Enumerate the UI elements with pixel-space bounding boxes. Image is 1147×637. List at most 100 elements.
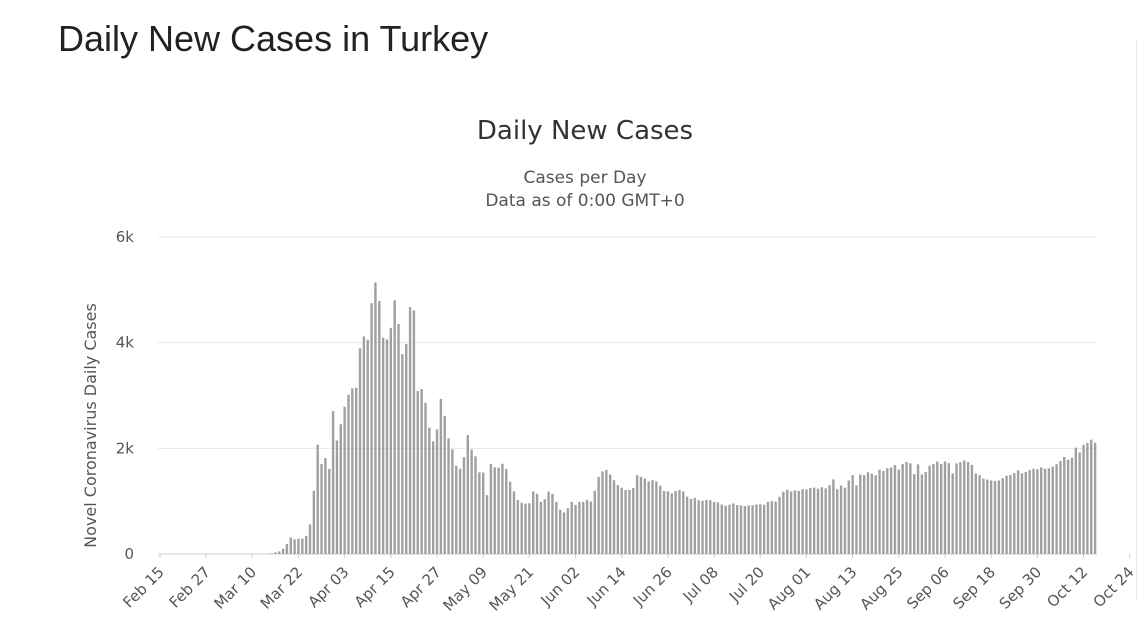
bar[interactable] <box>501 463 504 554</box>
bar[interactable] <box>347 394 350 554</box>
bar[interactable] <box>762 504 766 554</box>
bar[interactable] <box>747 505 750 555</box>
bar[interactable] <box>547 491 550 554</box>
bar[interactable] <box>793 490 797 554</box>
bar[interactable] <box>455 465 458 554</box>
bar[interactable] <box>728 504 731 554</box>
bar[interactable] <box>986 479 989 555</box>
bar[interactable] <box>439 398 443 554</box>
bar[interactable] <box>697 500 700 554</box>
bar[interactable] <box>297 538 300 554</box>
bar[interactable] <box>497 467 500 554</box>
bar[interactable] <box>1016 470 1020 554</box>
bar[interactable] <box>397 324 400 554</box>
bar[interactable] <box>966 461 970 554</box>
bar[interactable] <box>366 339 369 554</box>
bar[interactable] <box>528 503 531 554</box>
bar[interactable] <box>778 496 781 554</box>
bar[interactable] <box>512 491 516 554</box>
bar[interactable] <box>932 464 935 554</box>
bar[interactable] <box>913 474 916 554</box>
bar[interactable] <box>458 468 462 554</box>
bar[interactable] <box>281 548 285 554</box>
bar[interactable] <box>751 505 754 554</box>
bar[interactable] <box>289 537 292 554</box>
bar[interactable] <box>381 337 385 554</box>
bar[interactable] <box>481 472 485 554</box>
bar[interactable] <box>612 480 616 554</box>
bar[interactable] <box>285 543 289 554</box>
bar[interactable] <box>701 500 704 554</box>
bar[interactable] <box>689 499 693 554</box>
bar[interactable] <box>585 499 589 554</box>
bar[interactable] <box>1090 439 1093 554</box>
bar[interactable] <box>1082 444 1085 554</box>
bar[interactable] <box>970 464 974 554</box>
bar[interactable] <box>278 551 281 554</box>
bar[interactable] <box>589 501 593 554</box>
bar[interactable] <box>770 501 774 554</box>
bar[interactable] <box>535 493 539 554</box>
bar[interactable] <box>839 485 843 554</box>
bar[interactable] <box>420 389 423 554</box>
bar[interactable] <box>301 538 304 554</box>
bar[interactable] <box>558 509 562 554</box>
bar[interactable] <box>862 475 866 554</box>
bar[interactable] <box>1020 473 1024 554</box>
bar[interactable] <box>693 497 697 554</box>
bar[interactable] <box>943 461 947 554</box>
bar[interactable] <box>1009 474 1012 554</box>
bar[interactable] <box>624 489 627 554</box>
bar[interactable] <box>474 456 477 554</box>
bar[interactable] <box>836 489 839 554</box>
bar[interactable] <box>570 501 573 554</box>
bar[interactable] <box>1066 459 1070 554</box>
bar[interactable] <box>508 481 512 554</box>
bar[interactable] <box>709 500 712 554</box>
bar[interactable] <box>608 474 612 554</box>
bar[interactable] <box>601 471 604 554</box>
bar[interactable] <box>901 463 904 554</box>
bar[interactable] <box>593 490 596 554</box>
bar[interactable] <box>801 489 804 554</box>
bar[interactable] <box>466 434 469 554</box>
bar[interactable] <box>524 503 527 554</box>
bar[interactable] <box>578 501 581 554</box>
bar[interactable] <box>308 524 312 554</box>
bar[interactable] <box>866 472 870 554</box>
bar[interactable] <box>551 493 554 554</box>
bar[interactable] <box>635 475 639 554</box>
bar[interactable] <box>478 472 481 554</box>
bar[interactable] <box>270 553 273 554</box>
bar[interactable] <box>705 499 708 554</box>
bar[interactable] <box>928 465 931 554</box>
bar[interactable] <box>643 478 647 555</box>
bar[interactable] <box>851 475 854 554</box>
bar[interactable] <box>720 504 723 554</box>
bar[interactable] <box>859 474 862 554</box>
bar[interactable] <box>505 468 508 554</box>
bar[interactable] <box>843 487 847 554</box>
bar[interactable] <box>435 429 439 554</box>
bar[interactable] <box>343 406 346 554</box>
bar[interactable] <box>555 502 558 554</box>
bar[interactable] <box>362 336 366 554</box>
bar[interactable] <box>978 475 981 554</box>
bar[interactable] <box>786 489 789 554</box>
bar[interactable] <box>1051 466 1054 554</box>
bar[interactable] <box>716 502 720 554</box>
bar[interactable] <box>620 487 623 554</box>
bar[interactable] <box>316 444 319 554</box>
bar[interactable] <box>916 464 920 554</box>
bar[interactable] <box>462 457 466 554</box>
bar[interactable] <box>820 487 824 554</box>
bar[interactable] <box>1086 442 1089 554</box>
bar[interactable] <box>824 488 827 554</box>
bar[interactable] <box>582 501 585 554</box>
bar[interactable] <box>451 449 454 554</box>
bar[interactable] <box>1070 457 1074 554</box>
bar[interactable] <box>616 485 620 554</box>
bar[interactable] <box>401 354 404 554</box>
bar[interactable] <box>389 327 393 554</box>
bar[interactable] <box>597 476 600 554</box>
